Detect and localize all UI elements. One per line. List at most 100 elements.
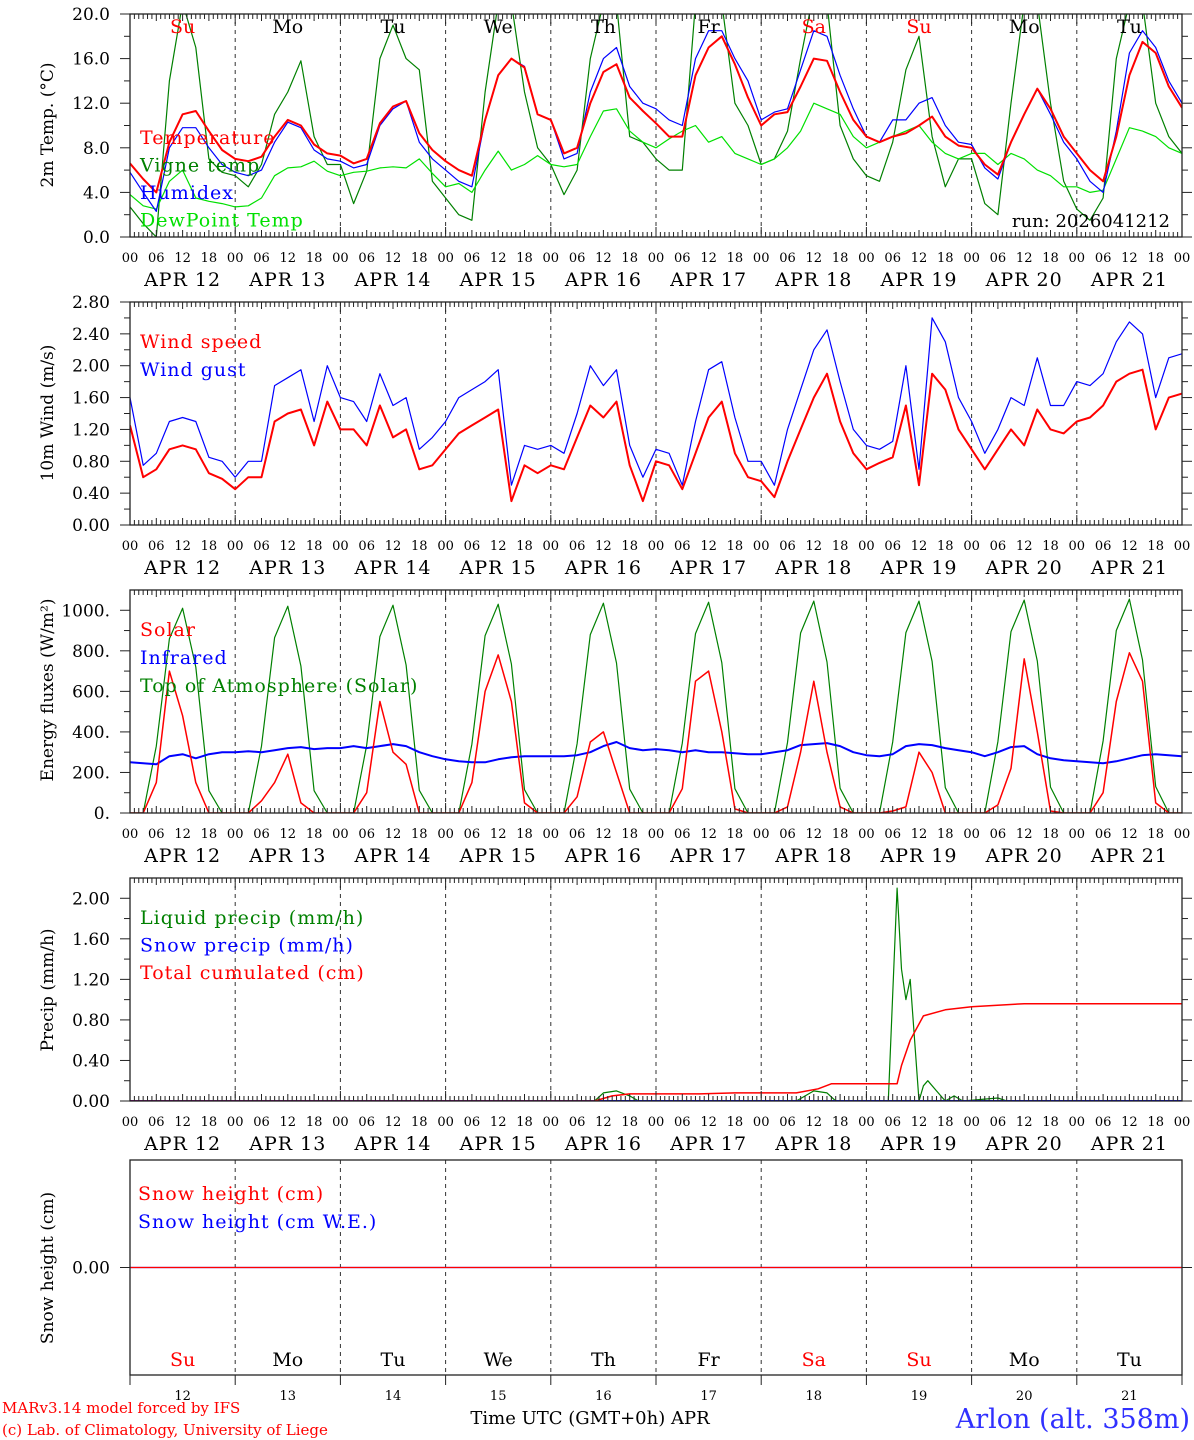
hour-tick-label: 00	[753, 539, 770, 554]
series-line-wind-speed	[130, 368, 1182, 503]
hour-tick-label: 18	[727, 827, 744, 842]
weekday-label: Fr	[697, 16, 720, 38]
day-number-label: 19	[911, 1389, 928, 1404]
day-number-label: 12	[174, 1389, 191, 1404]
hour-tick-label: 00	[648, 251, 665, 266]
day-number-label: 20	[1016, 1389, 1033, 1404]
hour-tick-label: 18	[411, 251, 428, 266]
hour-tick-label: 12	[806, 827, 823, 842]
y-tick-label: 2.40	[72, 325, 110, 345]
y-tick-label: 600.	[72, 682, 110, 702]
hour-tick-label: 06	[779, 251, 796, 266]
hour-tick-label: 00	[1174, 539, 1191, 554]
series-line-wind-gust	[130, 317, 1182, 486]
hour-tick-label: 06	[569, 1115, 586, 1130]
day-tick-label: APR 15	[459, 557, 537, 579]
hour-tick-label: 12	[595, 1115, 612, 1130]
hour-tick-label: 12	[1016, 1115, 1033, 1130]
day-tick-label: APR 15	[459, 845, 537, 867]
day-tick-label: APR 21	[1090, 269, 1168, 291]
hour-tick-label: 18	[937, 1115, 954, 1130]
hour-tick-label: 18	[727, 1115, 744, 1130]
day-tick-label: APR 17	[669, 1133, 747, 1155]
weekday-label: Tu	[381, 16, 406, 38]
hour-tick-label: 06	[464, 1115, 481, 1130]
weekday-label: Mo	[1009, 16, 1040, 38]
hour-tick-label: 06	[253, 251, 270, 266]
hour-tick-label: 12	[1016, 827, 1033, 842]
series-line-vigne-temp	[130, 14, 1182, 237]
day-tick-label: APR 16	[564, 1133, 642, 1155]
run-label: run: 2026041212	[1012, 211, 1170, 232]
station-label: Arlon (alt. 358m)	[955, 1404, 1190, 1435]
hour-tick-label: 06	[464, 251, 481, 266]
hour-tick-label: 18	[306, 539, 323, 554]
hour-tick-label: 18	[306, 1115, 323, 1130]
y-tick-label: 20.0	[72, 5, 110, 25]
hour-tick-label: 18	[411, 539, 428, 554]
hour-tick-label: 06	[990, 251, 1007, 266]
hour-tick-label: 06	[358, 1115, 375, 1130]
hour-tick-label: 18	[1042, 251, 1059, 266]
panel-4: 00 06 12 18 00 06 12 18 00 06 12 18 00 06 12 18 00 06 12 18…	[38, 877, 1192, 1155]
hour-tick-label: 06	[674, 827, 691, 842]
hour-tick-label: 18	[516, 1115, 533, 1130]
day-tick-label: APR 21	[1090, 845, 1168, 867]
hour-tick-label: 12	[280, 827, 297, 842]
day-number-label: 21	[1121, 1389, 1138, 1404]
hour-tick-label: 00	[858, 827, 875, 842]
hour-tick-label: 18	[832, 827, 849, 842]
hour-tick-label: 00	[963, 1115, 980, 1130]
hour-tick-label: 06	[464, 539, 481, 554]
hour-tick-label: 06	[674, 539, 691, 554]
y-tick-label: 2.80	[72, 293, 110, 313]
hour-tick-label: 12	[385, 539, 402, 554]
hour-tick-label: 18	[1042, 827, 1059, 842]
hour-tick-label: 06	[253, 827, 270, 842]
legend-entry: Liquid precip (mm/h)	[140, 907, 364, 929]
model-credit: MARv3.14 model forced by IFS	[2, 1399, 240, 1417]
day-tick-label: APR 20	[985, 845, 1063, 867]
day-tick-label: APR 21	[1090, 1133, 1168, 1155]
hour-tick-label: 00	[1174, 1115, 1191, 1130]
hour-tick-label: 18	[937, 827, 954, 842]
y-tick-label: 0.	[94, 804, 110, 824]
day-tick-label: APR 12	[143, 269, 221, 291]
hour-tick-label: 12	[174, 539, 191, 554]
legend-entry: Top of Atmosphere (Solar)	[140, 675, 418, 697]
hour-tick-label: 00	[1174, 251, 1191, 266]
day-tick-label: APR 16	[564, 845, 642, 867]
y-tick-label: 400.	[72, 723, 110, 743]
hour-tick-label: 00	[648, 827, 665, 842]
y-tick-label: 800.	[72, 642, 110, 662]
hour-tick-label: 18	[621, 251, 638, 266]
hour-tick-label: 12	[174, 1115, 191, 1130]
series-line-infrared	[130, 741, 1182, 766]
hour-tick-label: 12	[280, 539, 297, 554]
y-tick-label: 2.00	[72, 889, 110, 909]
hour-tick-label: 18	[306, 827, 323, 842]
hour-tick-label: 18	[621, 1115, 638, 1130]
weekday-label: Tu	[1117, 1349, 1142, 1371]
panel-3: 00 06 12 18 00 06 12 18 00 06 12 18 00 06 12 18 00 06 12 18…	[38, 589, 1192, 867]
y-tick-label: 0.40	[72, 484, 110, 504]
hour-tick-label: 00	[543, 251, 560, 266]
hour-tick-label: 00	[332, 1115, 349, 1130]
day-tick-label: APR 20	[985, 1133, 1063, 1155]
hour-tick-label: 06	[148, 827, 165, 842]
hour-tick-label: 06	[674, 251, 691, 266]
hour-tick-label: 18	[832, 1115, 849, 1130]
hour-tick-label: 12	[700, 251, 717, 266]
hour-tick-label: 00	[963, 539, 980, 554]
hour-tick-label: 00	[1069, 251, 1086, 266]
day-number-label: 18	[806, 1389, 823, 1404]
weekday-label: Th	[591, 1349, 616, 1371]
panel-2: 00 06 12 18 00 06 12 18 00 06 12 18 00 06 12 18 00 06 12 18…	[38, 293, 1192, 579]
hour-tick-label: 12	[490, 1115, 507, 1130]
day-tick-label: APR 16	[564, 557, 642, 579]
hour-tick-label: 06	[148, 251, 165, 266]
weekday-label: Tu	[381, 1349, 406, 1371]
hour-tick-label: 00	[753, 827, 770, 842]
hour-tick-label: 12	[174, 251, 191, 266]
hour-tick-label: 18	[1147, 1115, 1164, 1130]
